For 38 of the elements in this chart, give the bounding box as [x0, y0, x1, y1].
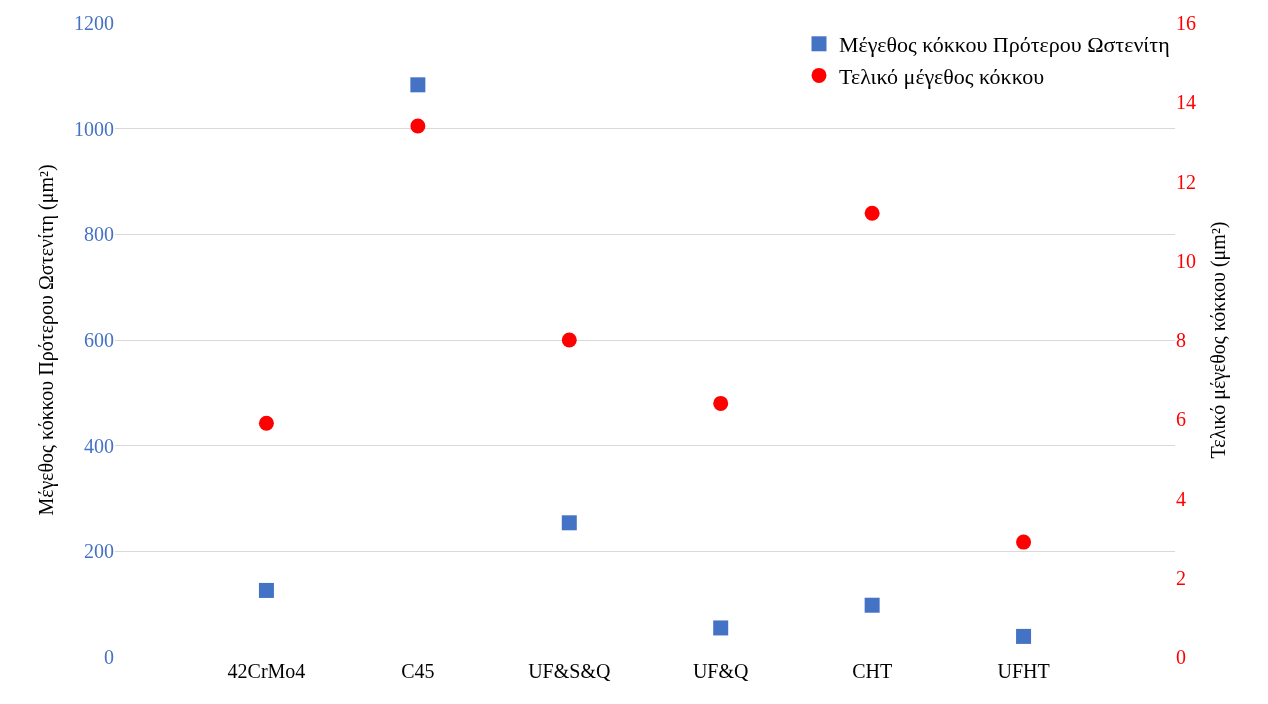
point [713, 395, 729, 411]
y2-tick-label: 6 [1176, 408, 1186, 431]
y2-tick-label: 14 [1176, 91, 1196, 114]
y-tick-label: 200 [84, 540, 114, 563]
y-tick-label: 0 [104, 646, 114, 668]
x-tick-label: 42CrMo4 [227, 660, 306, 682]
point [410, 77, 426, 93]
x-tick-label: UF&S&Q [528, 660, 611, 682]
x-tick-label: UFHT [997, 660, 1050, 682]
point [561, 515, 577, 531]
y-tick-label: 400 [84, 434, 114, 457]
y2-tick-label: 0 [1176, 646, 1186, 668]
y2-tick-label: 12 [1176, 170, 1196, 193]
point [713, 620, 729, 636]
point [410, 118, 426, 134]
y2-tick-label: 2 [1176, 566, 1186, 589]
legend-label: Τελικό μέγεθος κόκκου [839, 63, 1045, 89]
y-tick-label: 1200 [74, 12, 114, 34]
point [258, 582, 274, 598]
y2-tick-label: 16 [1176, 12, 1196, 34]
point [561, 332, 577, 348]
y2-axis-title: Τελικό μέγεθος κόκκου (μm²) [1206, 221, 1230, 459]
point [258, 415, 274, 431]
y-tick-label: 800 [84, 223, 114, 246]
y2-tick-label: 10 [1176, 249, 1196, 272]
x-tick-label: C45 [401, 660, 435, 682]
y2-tick-label: 4 [1176, 487, 1186, 510]
point [864, 597, 880, 613]
point [864, 205, 880, 221]
legend-label: Μέγεθος κόκκου Πρότερου Ωστενίτη [839, 32, 1170, 58]
x-tick-label: CHT [852, 660, 893, 682]
y-tick-label: 1000 [74, 117, 114, 140]
point [1016, 628, 1032, 644]
x-tick-label: UF&Q [692, 660, 750, 682]
y2-tick-label: 8 [1176, 329, 1186, 351]
point [1016, 534, 1032, 550]
y-axis-title: Μέγεθος κόκκου Πρότερου Ωστενίτη (μm²) [34, 164, 58, 516]
y-tick-label: 600 [84, 329, 114, 351]
